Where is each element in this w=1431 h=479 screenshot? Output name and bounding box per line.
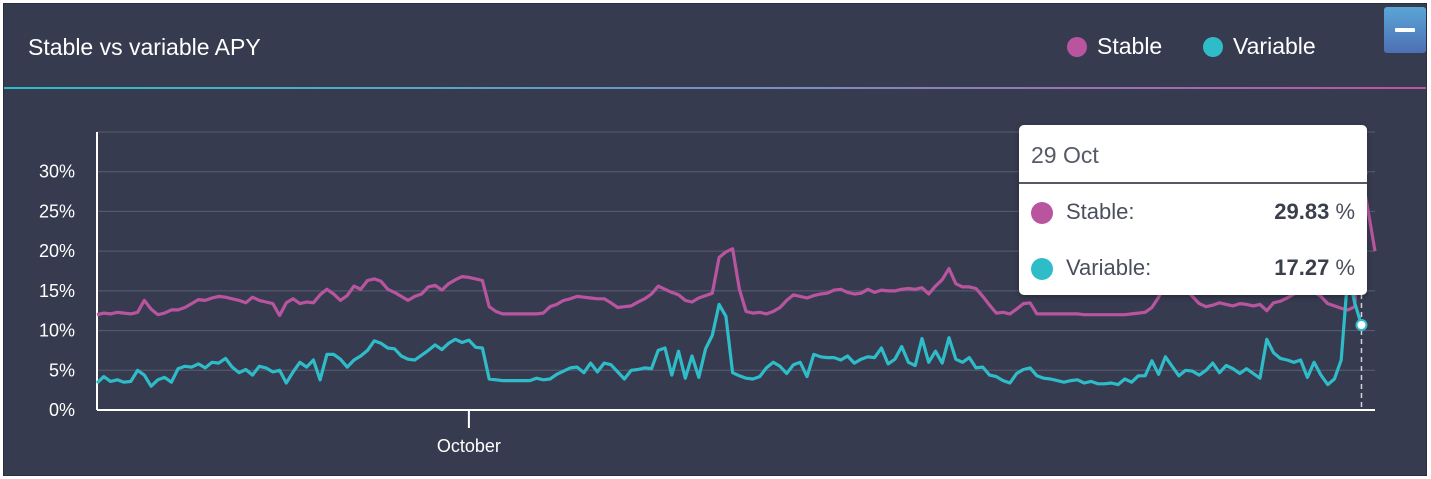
tooltip-stable-dot bbox=[1031, 202, 1053, 224]
x-tick-label: October bbox=[437, 436, 501, 456]
tooltip-row-variable: Variable: 17.27 % bbox=[1031, 253, 1355, 283]
legend-item-variable[interactable]: Variable bbox=[1203, 33, 1316, 60]
legend-stable-dot bbox=[1067, 36, 1087, 57]
tooltip-divider bbox=[1019, 182, 1367, 184]
tooltip-row-stable: Stable: 29.83 % bbox=[1031, 197, 1355, 227]
y-tick-label: 10% bbox=[39, 321, 75, 341]
tooltip-stable-label: Stable: bbox=[1066, 199, 1135, 224]
legend-item-stable[interactable]: Stable bbox=[1067, 33, 1162, 60]
tooltip-date: 29 Oct bbox=[1031, 142, 1099, 168]
y-tick-label: 5% bbox=[49, 360, 75, 380]
y-tick-label: 0% bbox=[49, 400, 75, 420]
header-divider bbox=[4, 87, 1426, 89]
tooltip-variable-value: 17.27 % bbox=[1274, 255, 1355, 280]
legend-stable-label: Stable bbox=[1097, 33, 1163, 59]
tooltip-variable-label: Variable: bbox=[1066, 255, 1152, 280]
legend-variable-label: Variable bbox=[1233, 33, 1316, 59]
y-tick-label: 25% bbox=[39, 201, 75, 221]
series-line-variable bbox=[95, 271, 1364, 388]
tooltip-variable-dot bbox=[1031, 258, 1053, 280]
legend-variable-dot bbox=[1203, 36, 1223, 57]
y-tick-label: 15% bbox=[39, 281, 75, 301]
tooltip-stable-value: 29.83 % bbox=[1274, 199, 1355, 224]
hover-marker-variable bbox=[1355, 319, 1368, 332]
y-tick-label: 20% bbox=[39, 241, 75, 261]
y-tick-label: 30% bbox=[39, 162, 75, 182]
chart-tooltip: 29 Oct Stable: 29.83 % Variable: 17.27 % bbox=[1019, 125, 1367, 295]
minimize-button[interactable] bbox=[1384, 7, 1426, 53]
chart-title: Stable vs variable APY bbox=[28, 34, 261, 60]
apy-line-chart[interactable]: 0% 5% 10% 15% 20% 25% 30% October bbox=[4, 4, 1428, 477]
chart-panel: Stable vs variable APY Stable Variable 0… bbox=[3, 3, 1427, 476]
minus-icon bbox=[1395, 28, 1415, 32]
